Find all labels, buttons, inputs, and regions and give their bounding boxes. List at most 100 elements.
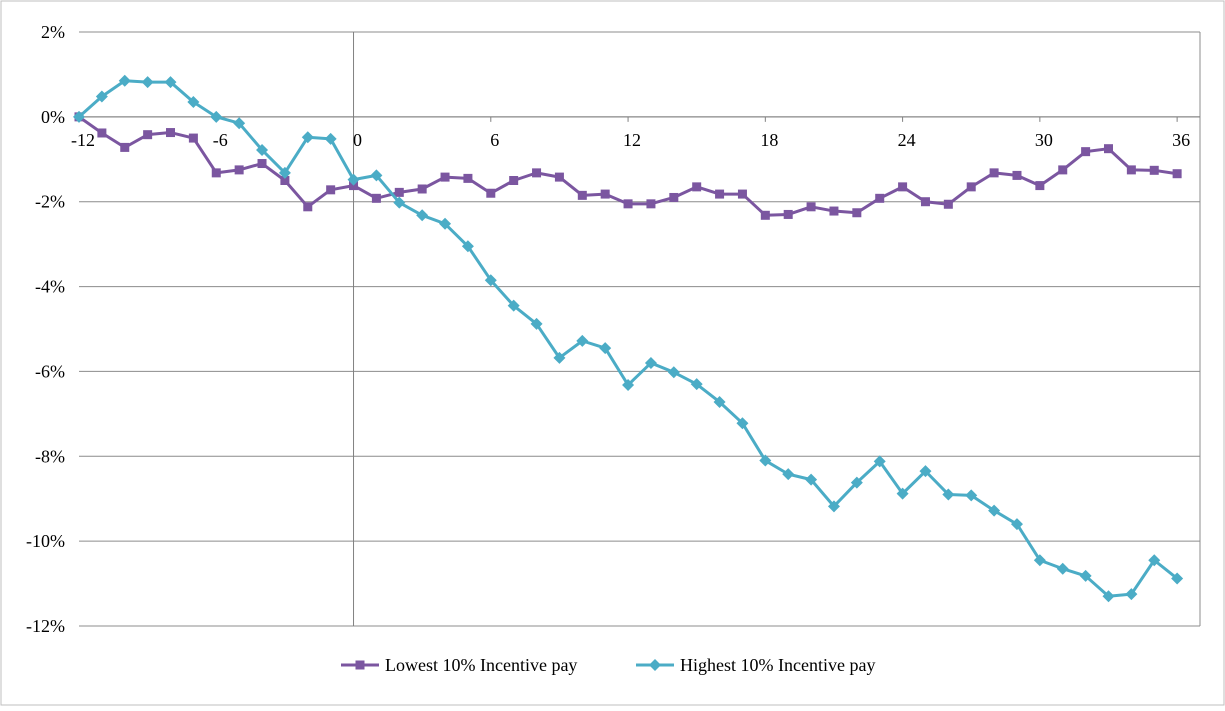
data-point (188, 133, 198, 143)
series-highest-10 (73, 74, 1184, 603)
data-point (324, 132, 337, 145)
data-point (1033, 554, 1046, 567)
data-point (577, 190, 587, 200)
data-point (463, 173, 473, 183)
data-point (599, 342, 612, 355)
y-tick-label: -6% (35, 361, 65, 381)
data-point (829, 206, 839, 216)
data-point (806, 202, 816, 212)
y-tick-label: -8% (35, 446, 65, 466)
data-point (965, 489, 978, 502)
data-point (370, 169, 383, 182)
data-point (760, 210, 770, 220)
data-point (280, 176, 290, 185)
data-point (234, 165, 244, 175)
data-point (1056, 562, 1069, 575)
data-point (622, 379, 635, 392)
data-point (509, 176, 519, 185)
data-point (278, 166, 291, 179)
data-point (736, 417, 749, 430)
data-point (827, 500, 840, 513)
data-point (875, 193, 885, 203)
data-point (1172, 169, 1182, 179)
data-point (256, 143, 269, 156)
legend-label: Lowest 10% Incentive pay (385, 655, 577, 675)
data-point (988, 504, 1001, 517)
data-point (554, 172, 564, 182)
data-point (943, 199, 953, 209)
data-point (303, 202, 313, 212)
data-point (440, 172, 450, 182)
data-point (187, 96, 200, 109)
data-point (782, 468, 795, 481)
data-point (439, 217, 452, 230)
data-point (210, 110, 223, 123)
legend-label: Highest 10% Incentive pay (680, 655, 875, 675)
series-lowest-10 (74, 112, 1182, 220)
x-tick-label: 18 (760, 130, 778, 150)
data-point (690, 378, 703, 391)
data-point (166, 128, 176, 138)
data-point (257, 159, 267, 169)
x-tick-label: 12 (623, 130, 641, 150)
x-tick-label: 24 (898, 130, 916, 150)
data-point (326, 185, 336, 195)
x-tick-label: 30 (1035, 130, 1053, 150)
data-point (164, 76, 177, 89)
data-point (118, 74, 131, 87)
series-lines (73, 74, 1184, 603)
y-tick-label: 0% (41, 107, 65, 127)
x-tick-label: 6 (490, 130, 499, 150)
data-point (966, 182, 976, 192)
legend: Lowest 10% Incentive pay Highest 10% Ince… (341, 655, 875, 675)
data-point (553, 351, 566, 364)
data-point (850, 476, 863, 489)
data-point (715, 189, 725, 199)
data-point (942, 488, 955, 501)
x-tick-label: 36 (1172, 130, 1190, 150)
data-point (805, 473, 818, 486)
y-tick-label: -4% (35, 277, 65, 297)
data-point (530, 317, 543, 330)
data-point (393, 196, 406, 209)
data-point (1103, 144, 1113, 154)
data-point (347, 173, 360, 186)
data-point (600, 189, 610, 199)
data-point (896, 487, 909, 500)
data-point (919, 465, 932, 478)
data-point (484, 274, 497, 287)
data-point (852, 208, 862, 218)
data-point (623, 199, 633, 209)
data-point (759, 454, 772, 467)
data-point (692, 182, 702, 192)
data-point (1035, 181, 1045, 191)
data-point (737, 189, 747, 199)
legend-marker (355, 660, 365, 670)
data-point (486, 188, 496, 198)
tick-labels: 2% 0% -2% -4% -6% -8% -10% -12% -12 -6 0 6 12 18 24 30 3… (26, 22, 1190, 636)
data-point (1125, 588, 1138, 601)
data-point (1149, 165, 1159, 175)
y-tick-label: -10% (26, 531, 65, 551)
legend-item: Highest 10% Incentive pay (636, 655, 875, 675)
data-point (1010, 518, 1023, 531)
data-point (667, 366, 680, 379)
data-point (898, 182, 908, 192)
data-point (211, 168, 221, 178)
x-tick-label: -6 (213, 130, 228, 150)
y-tick-label: -12% (26, 616, 65, 636)
data-point (301, 131, 314, 144)
data-point (143, 130, 153, 140)
data-point (394, 187, 404, 197)
data-point (461, 240, 474, 253)
data-point (1012, 170, 1022, 180)
x-tick-label: 0 (353, 130, 362, 150)
data-point (233, 117, 246, 130)
data-point (873, 455, 886, 468)
data-point (1148, 554, 1161, 567)
data-point (73, 110, 85, 123)
data-point (141, 76, 154, 89)
data-point (920, 197, 930, 207)
